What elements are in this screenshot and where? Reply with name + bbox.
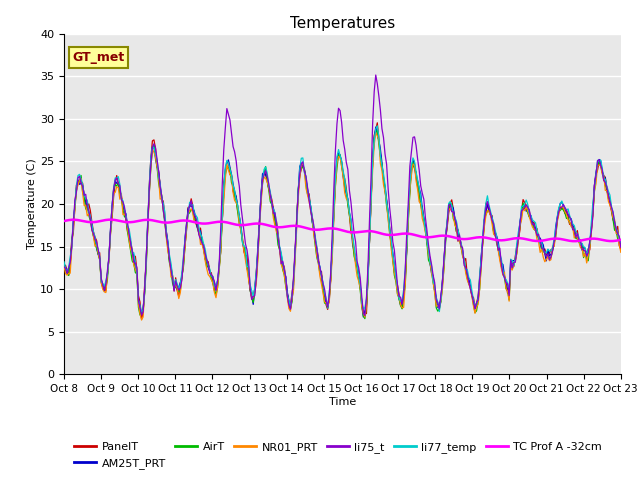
- Title: Temperatures: Temperatures: [290, 16, 395, 31]
- X-axis label: Time: Time: [329, 397, 356, 407]
- Y-axis label: Temperature (C): Temperature (C): [28, 158, 37, 250]
- Text: GT_met: GT_met: [72, 51, 125, 64]
- Legend: PanelT, AM25T_PRT, AirT, NR01_PRT, li75_t, li77_temp, TC Prof A -32cm: PanelT, AM25T_PRT, AirT, NR01_PRT, li75_…: [70, 438, 607, 473]
